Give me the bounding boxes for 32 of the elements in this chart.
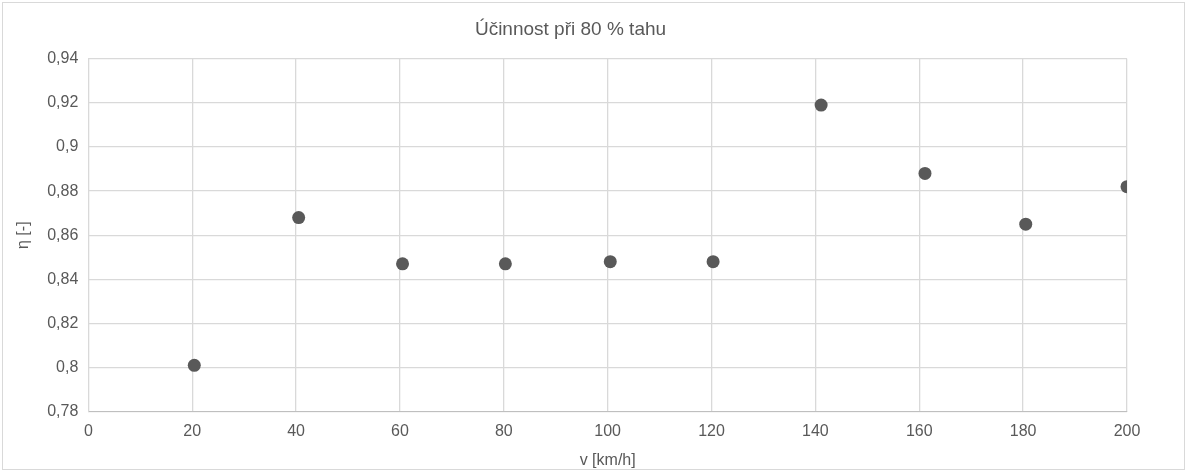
point (292, 211, 306, 225)
point (396, 257, 410, 271)
x-tick-label: 100 (594, 421, 622, 439)
x-tick-label: 200 (1113, 421, 1141, 439)
y-tick-label: 0,78 (47, 402, 79, 420)
point (706, 255, 720, 269)
y-tick-label: 0,82 (47, 313, 79, 331)
y-tick-label: 0,86 (47, 225, 79, 243)
chart-title: Účinnost při 80 % tahu (474, 17, 667, 39)
y-tick-label: 0,9 (56, 137, 79, 155)
x-tick-label: 180 (1009, 421, 1037, 439)
y-tick-label: 0,8 (56, 357, 79, 375)
x-tick-label: 120 (698, 421, 725, 439)
point (918, 166, 932, 180)
x-tick-label: 140 (802, 421, 829, 439)
point (187, 358, 201, 372)
point (603, 255, 617, 269)
x-tick-label: 60 (391, 421, 409, 439)
y-tick-label: 0,94 (47, 49, 79, 67)
y-axis-title: η [-] (14, 221, 32, 249)
x-tick-label: 20 (183, 421, 202, 439)
x-tick-label: 40 (287, 421, 306, 439)
x-tick-label: 0 (83, 421, 93, 439)
y-tick-label: 0,88 (47, 181, 79, 199)
y-tick-label: 0,92 (47, 93, 79, 111)
point (498, 257, 512, 271)
x-tick-label: 160 (905, 421, 933, 439)
x-axis-title: v [km/h] (579, 450, 636, 468)
point (1019, 217, 1033, 231)
point (814, 98, 828, 112)
y-tick-label: 0,84 (47, 269, 79, 287)
x-tick-label: 80 (494, 421, 513, 439)
